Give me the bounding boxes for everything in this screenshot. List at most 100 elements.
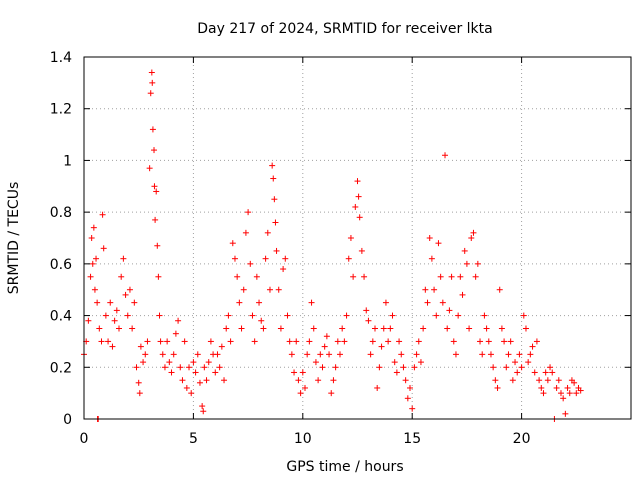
data-point — [306, 338, 313, 345]
data-point — [88, 235, 95, 241]
data-point — [177, 364, 184, 371]
data-point — [566, 390, 573, 397]
data-point — [498, 325, 505, 332]
data-point — [459, 291, 466, 298]
data-point — [194, 351, 201, 358]
x-tick-label: 10 — [294, 431, 312, 447]
data-point — [343, 312, 350, 319]
data-point — [129, 325, 136, 332]
data-point — [518, 364, 525, 371]
data-point — [157, 338, 164, 345]
data-point — [400, 364, 407, 371]
data-point — [168, 369, 175, 376]
data-point — [415, 338, 422, 345]
data-point — [90, 224, 97, 231]
axis-ticks — [83, 56, 631, 420]
data-point — [149, 79, 156, 86]
data-point — [225, 312, 232, 319]
data-point — [221, 377, 228, 384]
plot-frame — [83, 56, 632, 420]
data-point — [350, 273, 357, 280]
data-point — [137, 343, 144, 350]
data-point — [562, 410, 569, 417]
data-point — [179, 377, 186, 384]
data-point — [227, 338, 234, 345]
data-point — [334, 338, 341, 345]
data-point — [203, 377, 210, 384]
data-point — [109, 343, 116, 350]
data-point — [284, 312, 291, 319]
data-point — [332, 364, 339, 371]
data-point — [85, 317, 92, 324]
data-point — [391, 359, 398, 366]
data-point — [113, 307, 120, 314]
data-point — [457, 273, 464, 280]
y-tick-label: 1.4 — [50, 50, 72, 66]
data-point — [183, 384, 190, 391]
data-point — [118, 273, 125, 280]
data-point — [164, 338, 171, 345]
data-point — [411, 364, 418, 371]
data-point — [466, 325, 473, 332]
data-point — [301, 384, 308, 391]
data-point — [190, 359, 197, 366]
data-point — [547, 364, 554, 371]
data-point — [304, 351, 311, 358]
y-tick-label: 0.8 — [50, 205, 72, 221]
data-point — [260, 325, 267, 332]
data-point — [151, 183, 158, 190]
data-point — [393, 369, 400, 376]
data-point — [240, 286, 247, 293]
data-point — [126, 286, 133, 293]
data-point — [207, 338, 214, 345]
data-point — [417, 359, 424, 366]
data-point — [536, 377, 543, 384]
data-point — [555, 377, 562, 384]
data-point — [140, 359, 147, 366]
data-point — [577, 387, 584, 394]
data-point — [116, 325, 123, 332]
data-point — [188, 390, 195, 397]
data-point — [270, 175, 277, 182]
data-point — [369, 338, 376, 345]
data-point — [299, 369, 306, 376]
data-point — [389, 312, 396, 319]
x-axis-label: GPS time / hours — [286, 459, 403, 475]
data-point — [242, 229, 249, 236]
data-point — [354, 178, 361, 185]
data-point — [201, 364, 208, 371]
data-point — [308, 299, 315, 306]
data-point — [496, 286, 503, 293]
data-point — [100, 245, 107, 252]
y-tick-label: 1 — [63, 153, 72, 169]
data-point — [99, 211, 106, 218]
data-point — [247, 260, 254, 267]
data-point — [347, 235, 354, 241]
data-point — [431, 286, 438, 293]
data-point — [382, 299, 389, 306]
data-point — [336, 351, 343, 358]
data-point — [131, 299, 138, 306]
data-point — [407, 384, 414, 391]
data-point — [503, 364, 510, 371]
data-point — [142, 351, 149, 358]
data-point — [156, 312, 163, 319]
data-point — [155, 273, 162, 280]
data-point — [553, 384, 560, 391]
data-point — [339, 325, 346, 332]
data-point — [485, 338, 492, 345]
data-point — [385, 338, 392, 345]
data-point — [196, 379, 203, 386]
data-point — [398, 351, 405, 358]
x-tick-label: 0 — [80, 431, 89, 447]
data-point — [231, 255, 238, 262]
data-point — [527, 351, 534, 358]
y-tick-label: 0.4 — [50, 309, 72, 325]
data-points — [81, 69, 584, 422]
y-tick-label: 0 — [63, 412, 72, 428]
data-point — [472, 273, 479, 280]
data-point — [264, 229, 271, 236]
data-point — [326, 351, 333, 358]
data-point — [293, 338, 300, 345]
